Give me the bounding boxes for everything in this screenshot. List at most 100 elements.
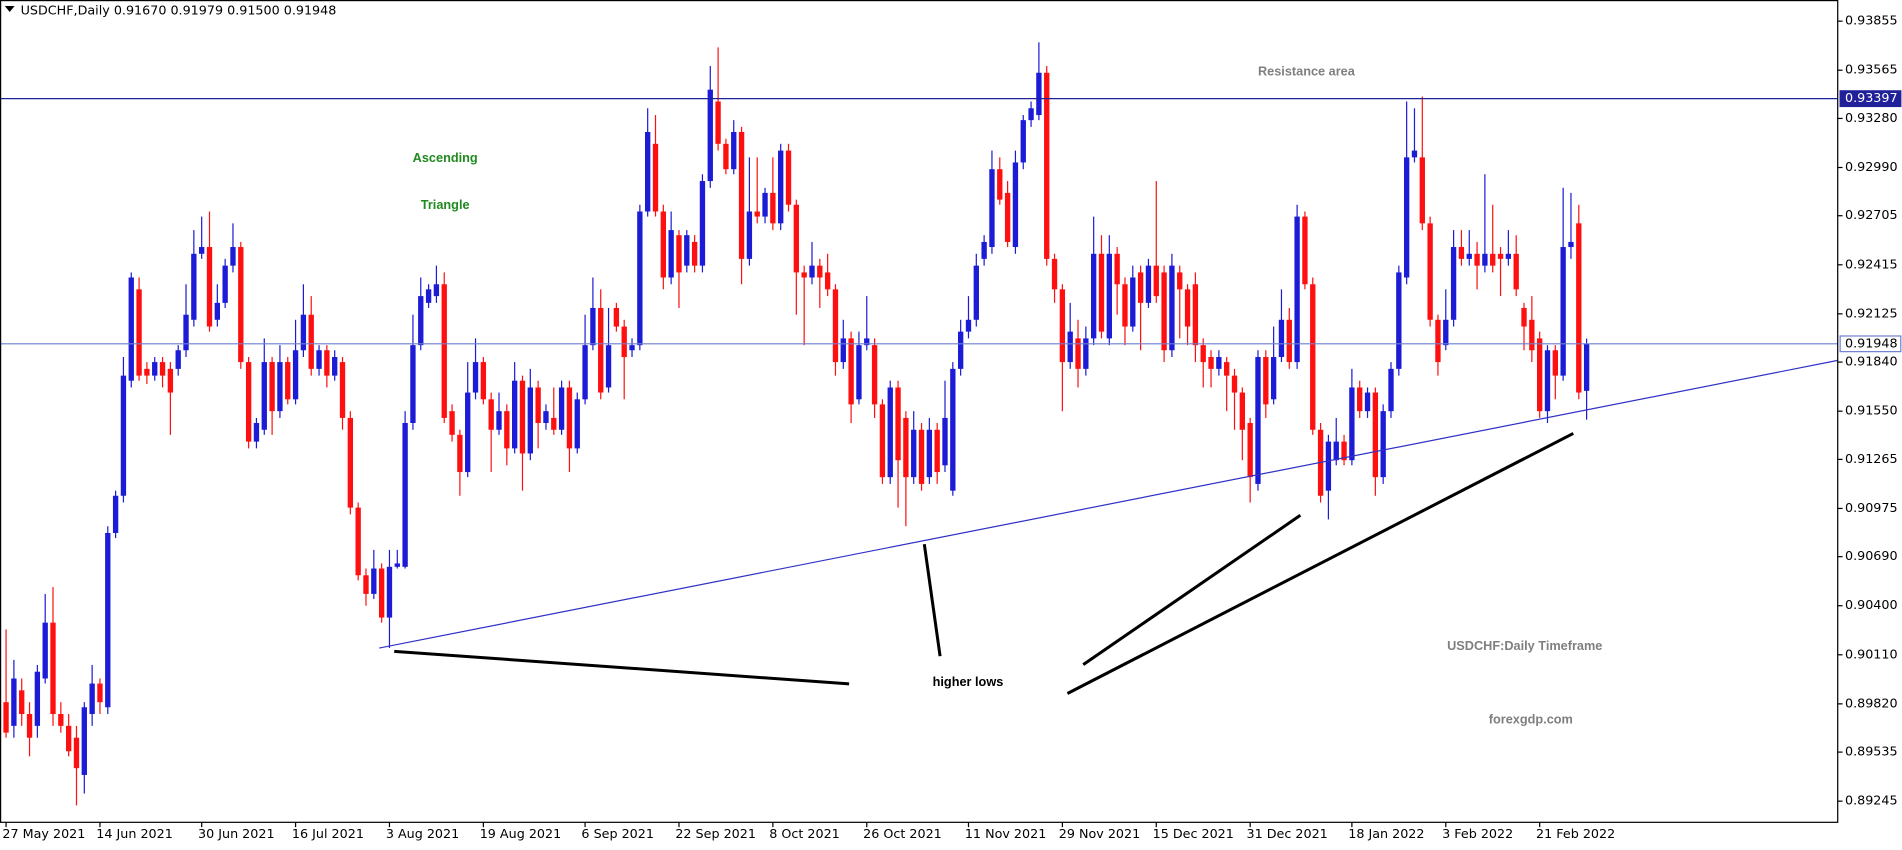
candle-body <box>1036 72 1042 116</box>
candle-body <box>441 284 447 418</box>
price-tag-label: 0.91948 <box>1845 335 1898 350</box>
candle-body <box>778 150 784 224</box>
candle-body <box>1255 357 1261 484</box>
candle-body <box>410 345 416 423</box>
candle-body <box>1560 247 1566 376</box>
higher-lows-label: higher lows <box>933 675 1004 689</box>
candle-body <box>89 683 95 715</box>
candle-body <box>629 345 635 351</box>
candle-body <box>1310 284 1316 430</box>
y-tick-label: 0.93565 <box>1845 62 1898 77</box>
candle-body <box>1028 108 1034 121</box>
lines-layer <box>0 98 1838 649</box>
candle-body <box>1145 265 1152 303</box>
candle-body <box>1114 253 1120 285</box>
x-tick-label: 29 Nov 2021 <box>1059 826 1140 841</box>
candle-body <box>65 725 72 752</box>
candle-body <box>1372 392 1379 478</box>
candle-body <box>112 495 119 533</box>
x-tick-label: 31 Dec 2021 <box>1247 826 1328 841</box>
x-tick-label: 16 Jul 2021 <box>292 826 364 841</box>
plot-frame <box>0 0 1839 823</box>
candle-body <box>613 307 620 327</box>
candle-body <box>245 362 252 442</box>
candle-body <box>911 429 917 478</box>
candle-body <box>394 563 400 567</box>
candle-body <box>918 429 925 484</box>
y-tick-label: 0.91840 <box>1845 354 1898 369</box>
x-tick-label: 22 Sep 2021 <box>675 826 756 841</box>
candle-body <box>1270 357 1277 400</box>
y-tick-label: 0.90110 <box>1845 646 1898 661</box>
candle-body <box>480 362 487 400</box>
candle-body <box>167 368 174 393</box>
candle-body <box>465 392 471 473</box>
candle-body <box>1482 253 1488 266</box>
resistance-label: Resistance area <box>1258 65 1356 79</box>
price-tag <box>1839 90 1902 108</box>
candle-body <box>887 387 893 478</box>
candle-body <box>965 319 972 332</box>
candle-body <box>1153 265 1159 297</box>
x-tick-label: 11 Nov 2021 <box>965 826 1046 841</box>
x-tick-label: 3 Aug 2021 <box>386 826 459 841</box>
candle-body <box>136 289 142 376</box>
candle-body <box>1044 72 1050 259</box>
candle-body <box>363 575 369 594</box>
candle-body <box>1388 368 1394 412</box>
candle-body <box>1380 411 1386 478</box>
candle-body <box>574 399 580 449</box>
candle-body <box>691 241 698 266</box>
candle-body <box>449 411 455 435</box>
candle-body <box>785 150 792 205</box>
candle-body <box>645 131 651 212</box>
candle-body <box>206 247 213 327</box>
price-tag <box>1839 335 1902 353</box>
candle-body <box>801 272 807 278</box>
candle-body <box>1466 253 1472 259</box>
candle-body <box>472 362 479 393</box>
candle-body <box>128 277 134 381</box>
candle-body <box>1576 223 1582 393</box>
candle-body <box>676 235 682 273</box>
price-tag-label: 0.93397 <box>1845 90 1898 105</box>
candle-body <box>152 362 158 376</box>
candle-body <box>535 387 541 423</box>
y-tick-label: 0.92125 <box>1845 305 1898 320</box>
candle-body <box>1004 192 1011 242</box>
candle-body <box>973 265 979 320</box>
candle-body <box>238 247 244 363</box>
candle-body <box>105 532 111 708</box>
candle-body <box>903 417 909 478</box>
candle-body <box>175 350 181 369</box>
candle-body <box>1419 157 1425 224</box>
candle-body <box>1529 319 1535 351</box>
y-tick-label: 0.90975 <box>1845 500 1898 515</box>
candle-body <box>214 302 220 320</box>
candle-body <box>1302 216 1308 285</box>
candle-body <box>1192 284 1199 346</box>
candle-body <box>715 101 721 144</box>
candle-body <box>989 169 995 248</box>
candle-body <box>746 211 753 259</box>
y-tick-label: 0.89820 <box>1845 695 1898 710</box>
candle-body <box>1505 253 1512 259</box>
candle-body <box>566 387 573 449</box>
candle-body <box>1091 253 1097 339</box>
pattern-label: Triangle <box>421 198 470 212</box>
x-tick-label: 21 Feb 2022 <box>1536 826 1615 841</box>
y-tick-label: 0.91265 <box>1845 451 1898 466</box>
candle-body <box>73 737 80 769</box>
pointer <box>1082 514 1302 666</box>
candle-body <box>159 362 166 376</box>
candle-body <box>652 143 659 212</box>
candle-body <box>261 362 267 430</box>
y-tick-label: 0.89245 <box>1845 793 1898 808</box>
candle-body <box>347 417 354 508</box>
candle-body <box>324 350 330 376</box>
candle-body <box>832 289 839 363</box>
candle-body <box>402 422 408 567</box>
candle-body <box>895 387 901 461</box>
candle-body <box>957 331 964 369</box>
candle-body <box>1075 338 1081 369</box>
